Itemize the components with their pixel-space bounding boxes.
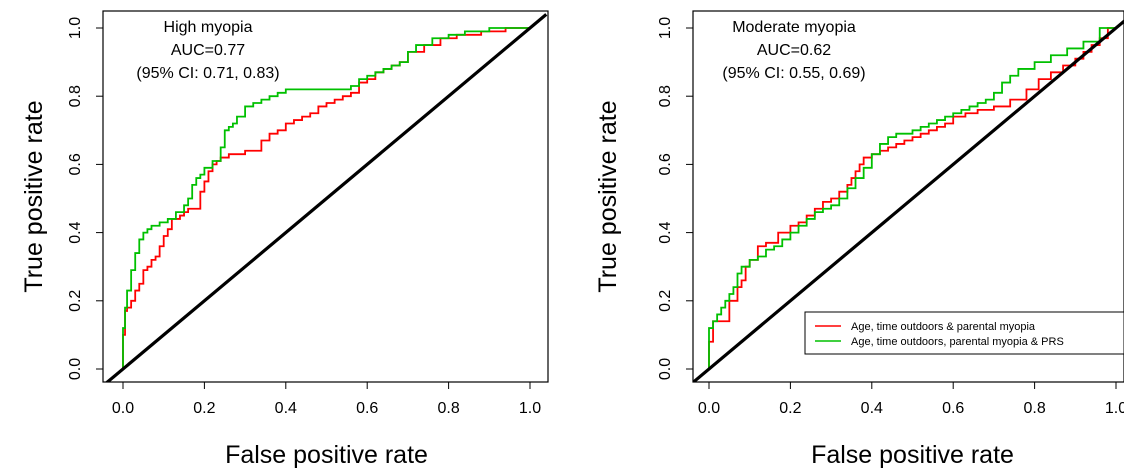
reference-diagonal-line <box>105 13 548 382</box>
annotation-line-1: High myopia <box>164 19 253 36</box>
plot-frame <box>692 10 1124 383</box>
plot-area <box>105 13 548 382</box>
x-tick-label: 0.4 <box>861 400 883 417</box>
y-axis-title: True positive rate <box>594 100 622 292</box>
legend-box <box>804 311 1124 355</box>
y-tick-label: 0.4 <box>657 221 674 243</box>
y-tick-label: 0.6 <box>67 153 84 175</box>
y-tick-label: 0.8 <box>67 85 84 107</box>
annotation-line-2: AUC=0.62 <box>757 42 831 59</box>
chart-panel-1: 0.0 0.2 0.4 0.6 0.8 1.0 0.0 0.2 0.4 0.6 0.8 1.0 Fals… <box>20 10 549 469</box>
y-tick-label: 0.0 <box>67 358 84 380</box>
x-tick-label: 0.4 <box>275 400 297 417</box>
annotation-line-3: (95% CI: 0.55, 0.69) <box>722 65 865 82</box>
x-tick-label: 0.2 <box>193 400 215 417</box>
annotation-line-1: Moderate myopia <box>732 19 856 36</box>
y-tick-label: 1.0 <box>657 17 674 39</box>
y-tick-label: 0.2 <box>67 290 84 312</box>
legend-entry-label: Age, time outdoors & parental myopia <box>851 321 1036 333</box>
roc-curve-series-2 <box>122 27 530 369</box>
reference-diagonal-line <box>693 19 1124 382</box>
x-tick-label: 1.0 <box>1105 400 1124 417</box>
y-tick-label: 0.0 <box>657 358 674 380</box>
x-tick-label: 0.8 <box>1023 400 1045 417</box>
plot-frame <box>102 10 549 383</box>
y-tick-label: 0.4 <box>67 221 84 243</box>
x-tick-label: 1.0 <box>519 400 541 417</box>
legend-entry-label: Age, time outdoors, parental myopia & PR… <box>851 336 1064 348</box>
x-tick-label: 0.6 <box>942 400 964 417</box>
annotation-line-2: AUC=0.77 <box>171 42 245 59</box>
x-axis-title: False positive rate <box>811 441 1014 469</box>
y-tick-label: 0.8 <box>657 85 674 107</box>
y-tick-label: 0.2 <box>657 290 674 312</box>
x-tick-label: 0.0 <box>698 400 720 417</box>
chart-panel-2: 0.0 0.2 0.4 0.6 0.8 1.0 0.0 0.2 0.4 0.6 0.8 1.0 Fals… <box>594 10 1124 469</box>
roc-curve-series-2 <box>708 27 1116 369</box>
x-axis-title: False positive rate <box>225 441 428 469</box>
legend: Age, time outdoors & parental myopia Age,… <box>804 311 1124 355</box>
x-tick-label: 0.6 <box>356 400 378 417</box>
x-tick-label: 0.8 <box>437 400 459 417</box>
y-tick-label: 1.0 <box>67 17 84 39</box>
y-tick-label: 0.6 <box>657 153 674 175</box>
plot-area <box>693 19 1124 382</box>
y-axis-title: True positive rate <box>20 100 48 292</box>
annotation-line-3: (95% CI: 0.71, 0.83) <box>136 65 279 82</box>
x-tick-label: 0.0 <box>112 400 134 417</box>
x-tick-label: 0.2 <box>779 400 801 417</box>
